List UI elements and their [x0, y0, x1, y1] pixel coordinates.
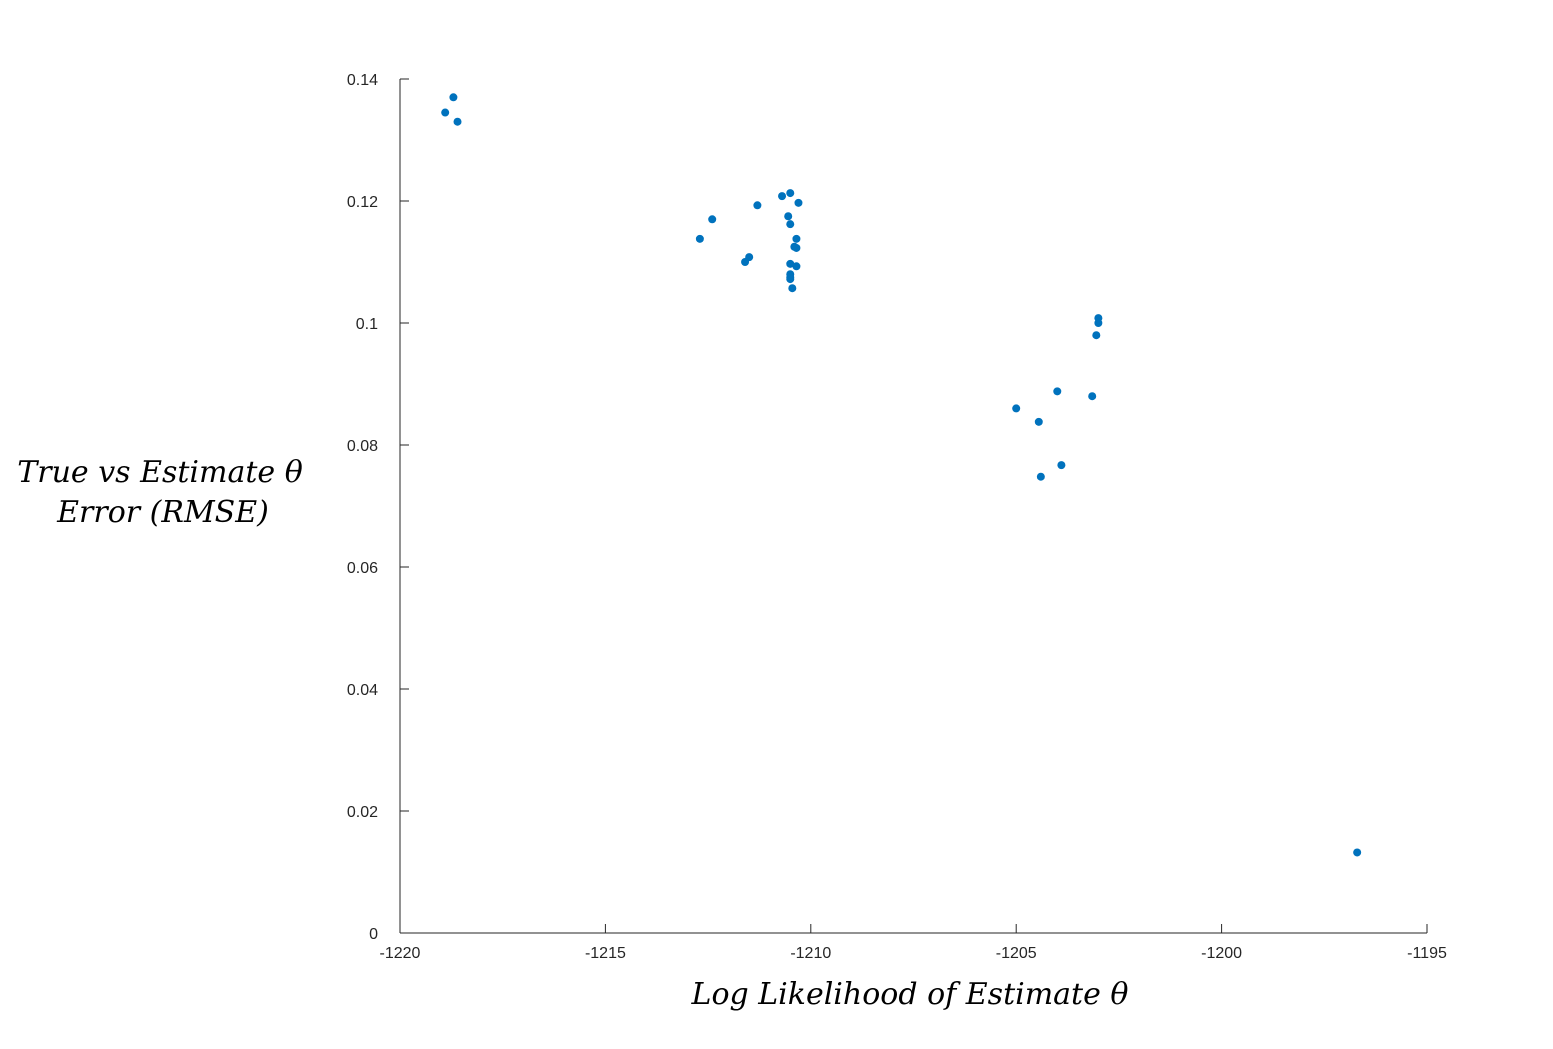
data-point [1036, 472, 1045, 481]
y-tick-label: 0.12 [347, 194, 378, 211]
data-point [792, 262, 801, 271]
y-tick-label: 0.04 [347, 682, 378, 699]
data-point [786, 220, 795, 229]
data-point [1053, 387, 1062, 396]
data-point [449, 93, 458, 102]
y-tick-label: 0 [369, 926, 378, 943]
x-axis-title: Log Likelihood of Estimate θ [691, 977, 1129, 1012]
y-tick-label: 0.06 [347, 560, 378, 577]
data-point [792, 243, 801, 252]
data-point [441, 108, 450, 117]
data-point [778, 192, 787, 201]
x-tick-label: -1215 [585, 945, 626, 962]
data-point [708, 215, 717, 224]
x-tick-label: -1205 [996, 945, 1037, 962]
x-tick-label: -1210 [790, 945, 831, 962]
data-point [1092, 331, 1101, 340]
y-axis-title-line-1: True vs Estimate θ [17, 455, 303, 490]
data-point [1094, 314, 1103, 323]
data-points [441, 93, 1362, 857]
data-point [745, 253, 754, 262]
data-point [1034, 417, 1043, 426]
data-point [1353, 848, 1362, 857]
y-tick-label: 0.14 [347, 72, 378, 89]
y-tick-label: 0.08 [347, 438, 378, 455]
y-axis-title-line-2: Error (RMSE) [56, 495, 269, 530]
data-point [695, 234, 704, 243]
x-tick-label: -1195 [1407, 945, 1447, 962]
y-axis: 0 0.02 0.04 0.06 0.08 0.1 0.12 0.14 [347, 72, 409, 943]
x-tick-label: -1220 [380, 945, 421, 962]
data-point [786, 259, 795, 268]
data-point [784, 212, 793, 221]
data-point [786, 189, 795, 198]
x-tick-label: -1200 [1201, 945, 1242, 962]
data-point [1088, 392, 1097, 401]
data-point [753, 201, 762, 210]
y-tick-label: 0.02 [347, 804, 378, 821]
data-point [788, 284, 797, 293]
data-point [1012, 404, 1021, 413]
data-point [786, 275, 795, 284]
x-axis: -1220 -1215 -1210 -1205 -1200 -1195 [380, 924, 1447, 962]
data-point [453, 117, 462, 126]
y-tick-label: 0.1 [356, 316, 378, 333]
data-point [794, 198, 803, 207]
data-point [1057, 461, 1066, 470]
data-point [792, 234, 801, 243]
